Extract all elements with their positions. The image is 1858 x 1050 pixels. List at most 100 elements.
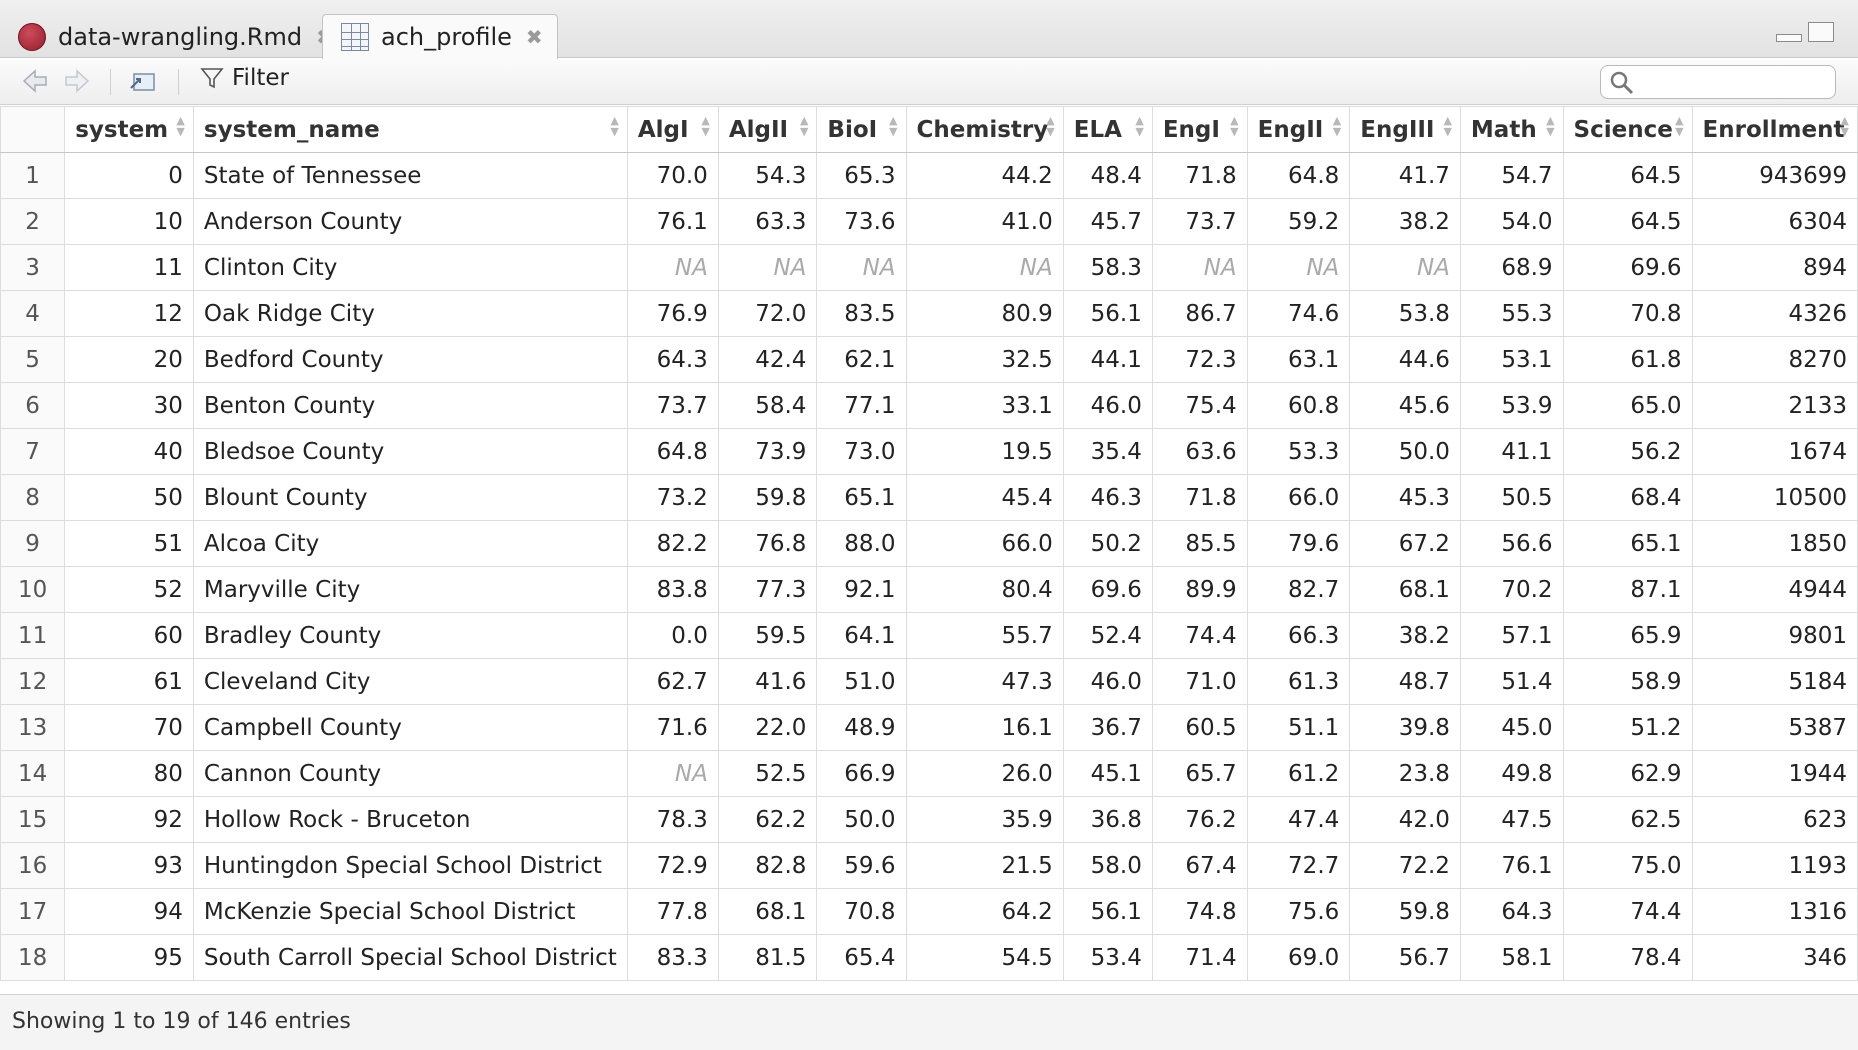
row-number: 10 — [0, 566, 66, 613]
sort-icon[interactable]: ▲ ▼ — [1230, 114, 1239, 138]
maximize-icon[interactable] — [1808, 22, 1834, 42]
data-table-container[interactable]: system ▲ ▼ system_name ▲ ▼ AlgI ▲ ▼ AlgII ▲ ▼ Bi… — [0, 106, 1858, 994]
row-number: 1 — [0, 152, 66, 199]
table-row[interactable]: 4 12 Oak Ridge City 76.9 72.0 83.5 80.9 56.1 86.… — [0, 290, 1858, 337]
column-header-ela[interactable]: ELA ▲ ▼ — [1062, 106, 1153, 153]
column-header-science[interactable]: Science ▲ ▼ — [1562, 106, 1693, 153]
table-row[interactable]: 3 11 Clinton City NA NA NA NA 58.3 NA NA NA 68.9 69.… — [0, 244, 1858, 291]
table-row[interactable]: 12 61 Cleveland City 62.7 41.6 51.0 47.3 46.0 71… — [0, 658, 1858, 705]
table-row[interactable]: 15 92 Hollow Rock - Bruceton 78.3 62.2 50.0 35… — [0, 796, 1858, 843]
table-cell: 66.9 — [816, 750, 907, 797]
table-row[interactable]: 2 10 Anderson County 76.1 63.3 73.6 41.0 45.7 73… — [0, 198, 1858, 245]
table-cell: 68.1 — [717, 888, 818, 935]
table-cell: 77.3 — [717, 566, 818, 613]
tab-data-wrangling-rmd[interactable]: data-wrangling.Rmd ✖ — [0, 14, 347, 59]
table-cell: 72.9 — [626, 842, 719, 889]
tab-label: ach_profile — [381, 23, 512, 51]
table-cell: 76.9 — [626, 290, 719, 337]
close-icon[interactable]: ✖ — [525, 25, 543, 49]
cell-system-name: Hollow Rock - Bruceton — [192, 796, 628, 843]
table-cell: 66.0 — [1246, 474, 1351, 521]
table-row[interactable]: 1 0 State of Tennessee 70.0 54.3 65.3 44.2 48.4… — [0, 152, 1858, 199]
table-cell: 72.0 — [717, 290, 818, 337]
sort-icon[interactable]: ▲ ▼ — [799, 114, 809, 138]
table-cell: 75.0 — [1562, 842, 1693, 889]
filter-button[interactable]: Filter — [200, 65, 289, 91]
sort-icon[interactable]: ▲ ▼ — [889, 114, 898, 138]
table-cell: 9801 — [1691, 612, 1858, 659]
table-cell: 50 — [64, 474, 194, 521]
sort-icon[interactable]: ▲ ▼ — [1675, 114, 1684, 138]
column-header-label: Science — [1573, 116, 1673, 143]
column-header-engiii[interactable]: EngIII ▲ ▼ — [1349, 106, 1461, 153]
tab-ach-profile[interactable]: ach_profile ✖ — [322, 14, 558, 59]
column-header-algi[interactable]: AlgI ▲ ▼ — [626, 106, 719, 153]
table-cell: 50.2 — [1062, 520, 1153, 567]
sort-icon[interactable]: ▲ ▼ — [701, 114, 710, 138]
minimize-icon[interactable] — [1776, 34, 1802, 42]
column-header-system[interactable]: system ▲ ▼ — [64, 106, 194, 153]
row-number: 8 — [0, 474, 66, 521]
column-header-bioi[interactable]: BioI ▲ ▼ — [816, 106, 907, 153]
table-row[interactable]: 10 52 Maryville City 83.8 77.3 92.1 80.4 69.6 89… — [0, 566, 1858, 613]
table-cell: 12 — [64, 290, 194, 337]
sort-icon[interactable]: ▲ ▼ — [176, 114, 185, 138]
sort-icon[interactable]: ▲ ▼ — [1546, 114, 1555, 138]
sort-icon[interactable]: ▲ ▼ — [1443, 114, 1452, 138]
column-header-label: AlgII — [728, 116, 789, 143]
table-cell: 65.1 — [1562, 520, 1693, 567]
table-cell: 50.0 — [816, 796, 907, 843]
table-cell: 64.8 — [626, 428, 719, 475]
table-cell: 68.4 — [1562, 474, 1693, 521]
table-cell: 61.8 — [1562, 336, 1693, 383]
row-number: 11 — [0, 612, 66, 659]
table-cell: 64.5 — [1562, 152, 1693, 199]
column-header-engi[interactable]: EngI ▲ ▼ — [1151, 106, 1248, 153]
table-row[interactable]: 9 51 Alcoa City 82.2 76.8 88.0 66.0 50.2 85.5 79.… — [0, 520, 1858, 567]
column-header-chemistry[interactable]: Chemistry ▲ ▼ — [905, 106, 1064, 153]
sort-icon[interactable]: ▲ ▼ — [1840, 114, 1849, 138]
open-in-window-icon[interactable] — [128, 66, 158, 96]
table-cell: 0.0 — [626, 612, 719, 659]
back-arrow-icon[interactable] — [20, 66, 50, 96]
sort-icon[interactable]: ▲ ▼ — [1046, 114, 1055, 138]
table-cell: 16.1 — [905, 704, 1064, 751]
table-cell: 1316 — [1691, 888, 1858, 935]
entries-summary: Showing 1 to 19 of 146 entries — [12, 1009, 351, 1034]
table-cell: 64.3 — [1459, 888, 1564, 935]
sort-icon[interactable]: ▲ ▼ — [1135, 114, 1144, 138]
table-row[interactable]: 5 20 Bedford County 64.3 42.4 62.1 32.5 44.1 72.… — [0, 336, 1858, 383]
table-row[interactable]: 8 50 Blount County 73.2 59.8 65.1 45.4 46.3 71.8… — [0, 474, 1858, 521]
column-header-system-name[interactable]: system_name ▲ ▼ — [192, 106, 628, 153]
table-row[interactable]: 18 95 South Carroll Special School Distric… — [0, 934, 1858, 981]
cell-system-name: South Carroll Special School District — [192, 934, 628, 981]
table-cell: 67.2 — [1349, 520, 1461, 567]
table-cell: 76.2 — [1151, 796, 1248, 843]
row-number: 5 — [0, 336, 66, 383]
table-row[interactable]: 6 30 Benton County 73.7 58.4 77.1 33.1 46.0 75.4… — [0, 382, 1858, 429]
search-input[interactable] — [1600, 65, 1836, 99]
forward-arrow-icon[interactable] — [62, 66, 92, 96]
table-cell: 30 — [64, 382, 194, 429]
table-cell: 62.7 — [626, 658, 719, 705]
table-cell: 61.3 — [1246, 658, 1351, 705]
table-cell: 82.2 — [626, 520, 719, 567]
table-row[interactable]: 14 80 Cannon County NA 52.5 66.9 26.0 45.1 65.7 6… — [0, 750, 1858, 797]
column-header-label: system_name — [203, 116, 380, 143]
table-cell: 60.5 — [1151, 704, 1248, 751]
cell-system-name: Alcoa City — [192, 520, 628, 567]
table-row[interactable]: 17 94 McKenzie Special School District 77.8… — [0, 888, 1858, 935]
column-header-math[interactable]: Math ▲ ▼ — [1459, 106, 1564, 153]
column-header-algii[interactable]: AlgII ▲ ▼ — [717, 106, 818, 153]
sort-icon[interactable]: ▲ ▼ — [1332, 114, 1342, 138]
column-header-label: EngI — [1162, 116, 1220, 143]
table-row[interactable]: 7 40 Bledsoe County 64.8 73.9 73.0 19.5 35.4 63.… — [0, 428, 1858, 475]
sort-icon[interactable]: ▲ ▼ — [610, 114, 619, 138]
table-cell: 6304 — [1691, 198, 1858, 245]
column-header-engii[interactable]: EngII ▲ ▼ — [1246, 106, 1351, 153]
table-row[interactable]: 13 70 Campbell County 71.6 22.0 48.9 16.1 36.7 6… — [0, 704, 1858, 751]
table-row[interactable]: 16 93 Huntingdon Special School District 72… — [0, 842, 1858, 889]
table-cell: 48.7 — [1349, 658, 1461, 705]
column-header-enrollment[interactable]: Enrollment ▲ ▼ — [1691, 106, 1858, 153]
table-row[interactable]: 11 60 Bradley County 0.0 59.5 64.1 55.7 52.4 74.… — [0, 612, 1858, 659]
